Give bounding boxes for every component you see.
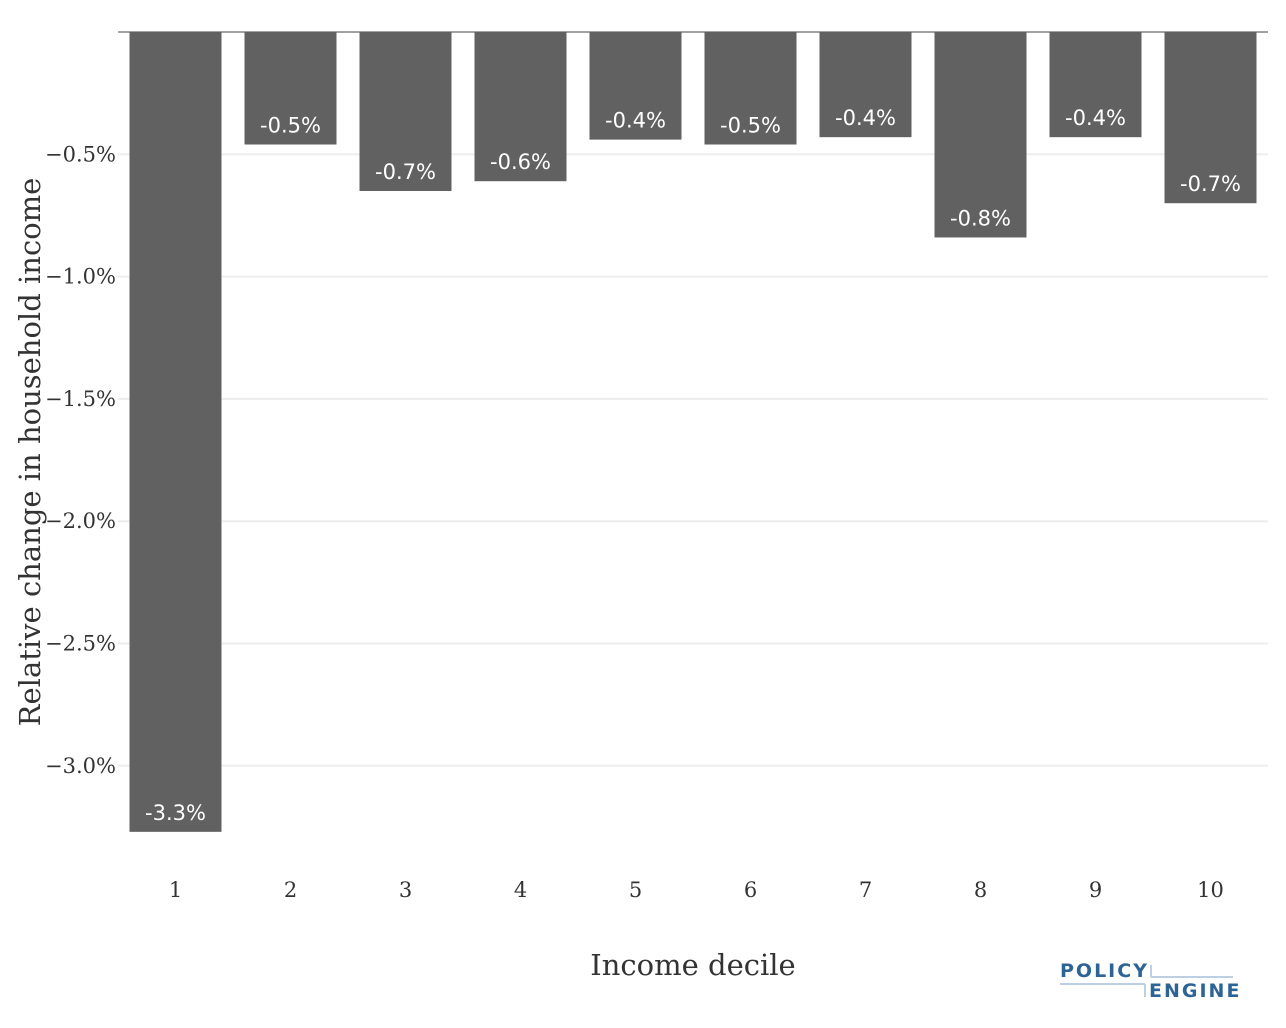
y-tick-label: −3.0% [45, 754, 116, 778]
bar-decile-10 [1164, 32, 1257, 204]
y-tick-label: −2.0% [45, 509, 116, 533]
bars [129, 32, 1257, 832]
x-tick-label: 10 [1197, 878, 1224, 902]
bar-decile-7 [819, 32, 912, 138]
bar-decile-9 [1049, 32, 1142, 138]
y-tick-label: −0.5% [45, 142, 116, 166]
x-tick-label: 8 [974, 878, 987, 902]
x-tick-label: 4 [514, 878, 527, 902]
y-tick-label: −1.0% [45, 265, 116, 289]
bar-value-label: -0.5% [260, 114, 321, 138]
bar-decile-8 [934, 32, 1027, 238]
bar-value-label: -0.4% [605, 109, 666, 133]
bar-value-label: -0.4% [835, 106, 896, 130]
bar-decile-1 [129, 32, 222, 832]
x-tick-label: 5 [629, 878, 642, 902]
y-tick-label: −1.5% [45, 387, 116, 411]
bar-decile-5 [589, 32, 682, 140]
bar-decile-3 [359, 32, 452, 191]
x-axis-ticks: 1 2 3 4 5 6 7 8 9 10 [169, 878, 1224, 902]
x-tick-label: 1 [169, 878, 182, 902]
bar-value-label: -0.6% [490, 150, 551, 174]
bar-value-label: -0.4% [1065, 106, 1126, 130]
x-tick-label: 6 [744, 878, 757, 902]
bar-decile-6 [704, 32, 797, 145]
x-tick-label: 3 [399, 878, 412, 902]
bar-decile-2 [244, 32, 337, 145]
x-tick-label: 7 [859, 878, 872, 902]
bar-data-labels: -3.3% -0.5% -0.7% -0.6% -0.4% -0.5% -0.4% -0.8%… [145, 106, 1241, 825]
x-tick-label: 9 [1089, 878, 1102, 902]
bar-value-label: -0.7% [375, 160, 436, 184]
y-tick-label: −2.5% [45, 632, 116, 656]
bar-value-label: -0.7% [1180, 172, 1241, 196]
y-axis-title: Relative change in household income [13, 178, 47, 727]
y-axis-ticks: −0.5% −1.0% −1.5% −2.0% −2.5% −3.0% [45, 142, 116, 778]
gridlines [118, 153, 1268, 767]
bar-value-label: -0.8% [950, 206, 1011, 230]
logo-text-policy: POLICY [1060, 960, 1149, 982]
bar-value-label: -0.5% [720, 114, 781, 138]
x-axis-title: Income decile [590, 948, 795, 982]
logo-text-engine: ENGINE [1149, 980, 1241, 1002]
x-tick-label: 2 [284, 878, 297, 902]
bar-value-label: -3.3% [145, 801, 206, 825]
bar-decile-4 [474, 32, 567, 182]
policyengine-logo: POLICY ENGINE [1060, 960, 1241, 1002]
